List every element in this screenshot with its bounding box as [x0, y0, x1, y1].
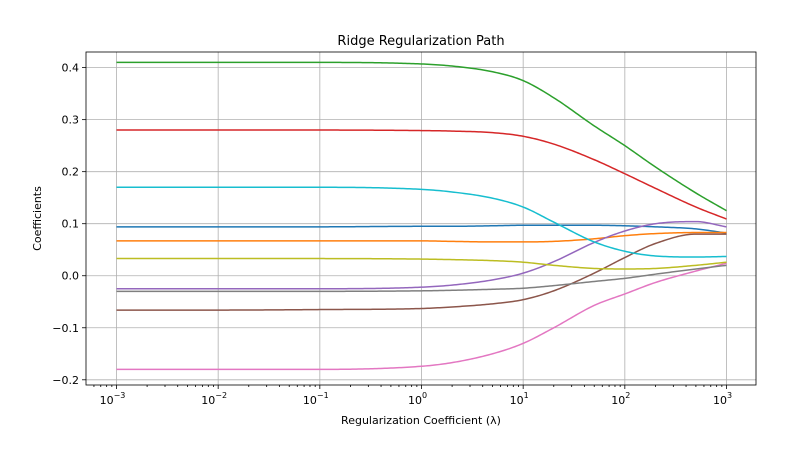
y-axis-ticks: 0.4 0.3 0.2 0.1 0.0 −0.1 −0.2	[52, 62, 86, 387]
series-line-5	[116, 220, 727, 290]
y-tick-label: 0.3	[62, 114, 80, 127]
x-tick-label: 10−1	[303, 391, 329, 407]
series-line-10	[116, 186, 727, 258]
series-line-4	[116, 129, 727, 220]
plot-frame	[85, 51, 757, 386]
x-tick-label: 10−3	[100, 391, 126, 407]
series-line-3	[116, 61, 727, 212]
series-line-9	[116, 257, 727, 270]
y-axis-label: Coefficients	[31, 186, 44, 251]
x-tick-label: 100	[408, 391, 427, 407]
series-line-2	[116, 231, 727, 243]
y-tick-label: 0.0	[62, 270, 80, 283]
y-tick-label: 0.1	[62, 218, 80, 231]
x-tick-label: 101	[510, 391, 529, 407]
y-tick-label: −0.2	[52, 374, 79, 387]
x-tick-label: 102	[611, 391, 630, 407]
series-line-1	[116, 224, 727, 234]
grid-lines	[86, 52, 756, 385]
x-tick-label: 103	[713, 391, 732, 407]
x-axis-label: Regularization Coefficient (λ)	[341, 414, 501, 427]
y-tick-label: −0.1	[52, 322, 79, 335]
y-tick-label: 0.2	[62, 166, 80, 179]
series-line-8	[116, 264, 727, 293]
chart-title: Ridge Regularization Path	[337, 34, 504, 49]
y-tick-label: 0.4	[62, 62, 80, 75]
x-tick-label: 10−2	[201, 391, 227, 407]
x-axis-ticks: 10−3 10−2 10−1 100 101 102 103	[93, 385, 732, 407]
series-line-6	[116, 233, 727, 311]
series-line-7	[116, 262, 727, 371]
series-lines	[116, 61, 727, 371]
